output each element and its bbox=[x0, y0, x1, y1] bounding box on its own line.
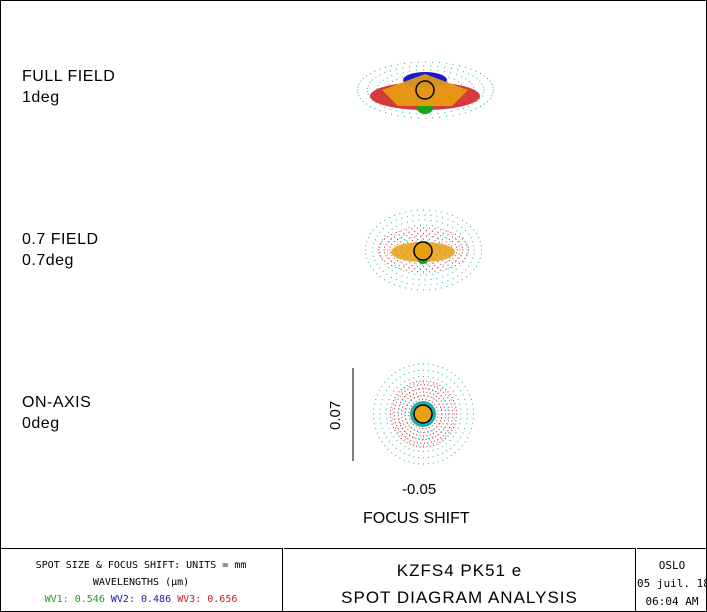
wv1-spot-fill bbox=[382, 74, 468, 106]
field-name: ON-AXIS bbox=[22, 394, 92, 411]
wv1-value: 0.546 bbox=[74, 594, 105, 605]
wv1-label: WV1: bbox=[44, 594, 69, 605]
wavelengths-label: WAVELENGTHS (μm) bbox=[92, 577, 190, 588]
wv3-label: WV3: bbox=[177, 594, 202, 605]
time: 06:04 AM bbox=[645, 595, 699, 608]
field-name: 0.7 FIELD bbox=[22, 231, 99, 248]
spot-full-field bbox=[357, 61, 494, 119]
spot-07-field bbox=[365, 209, 482, 291]
focus-shift-label: FOCUS SHIFT bbox=[363, 510, 470, 527]
wv3-value: 0.656 bbox=[207, 594, 238, 605]
lens-title: KZFS4 PK51 e bbox=[396, 561, 523, 580]
scale-value: 0.07 bbox=[327, 400, 344, 430]
field-angle: 1deg bbox=[22, 89, 60, 106]
airy-disk bbox=[413, 404, 433, 424]
analysis-title: SPOT DIAGRAM ANALYSIS bbox=[341, 588, 578, 607]
footer-title-box: KZFS4 PK51 e SPOT DIAGRAM ANALYSIS bbox=[284, 548, 636, 611]
airy-disk bbox=[413, 241, 433, 261]
field-angle: 0.7deg bbox=[22, 252, 74, 269]
airy-disk bbox=[415, 80, 435, 100]
footer-units-box: SPOT SIZE & FOCUS SHIFT: UNITS = mm WAVE… bbox=[0, 548, 283, 611]
focus-shift-value: -0.05 bbox=[402, 481, 437, 498]
footer-info-box: OSLO 05 juil. 18 06:04 AM bbox=[637, 548, 707, 611]
wv2-value: 0.486 bbox=[141, 594, 172, 605]
units-text: SPOT SIZE & FOCUS SHIFT: UNITS = mm bbox=[35, 560, 247, 571]
wavelength-list: WV1: 0.546 WV2: 0.486 WV3: 0.656 bbox=[0, 591, 282, 608]
date: 05 juil. 18 bbox=[637, 577, 707, 590]
field-name: FULL FIELD bbox=[22, 68, 116, 85]
spot-plot bbox=[352, 61, 494, 465]
program-name: OSLO bbox=[658, 559, 686, 572]
spot-on-axis bbox=[373, 363, 474, 465]
field-angle: 0deg bbox=[22, 415, 60, 432]
wv2-label: WV2: bbox=[110, 594, 135, 605]
field-label-07: 0.7 FIELD 0.7deg bbox=[22, 229, 99, 271]
field-label-full: FULL FIELD 1deg bbox=[22, 66, 115, 108]
field-label-axis: ON-AXIS 0deg bbox=[22, 392, 91, 434]
